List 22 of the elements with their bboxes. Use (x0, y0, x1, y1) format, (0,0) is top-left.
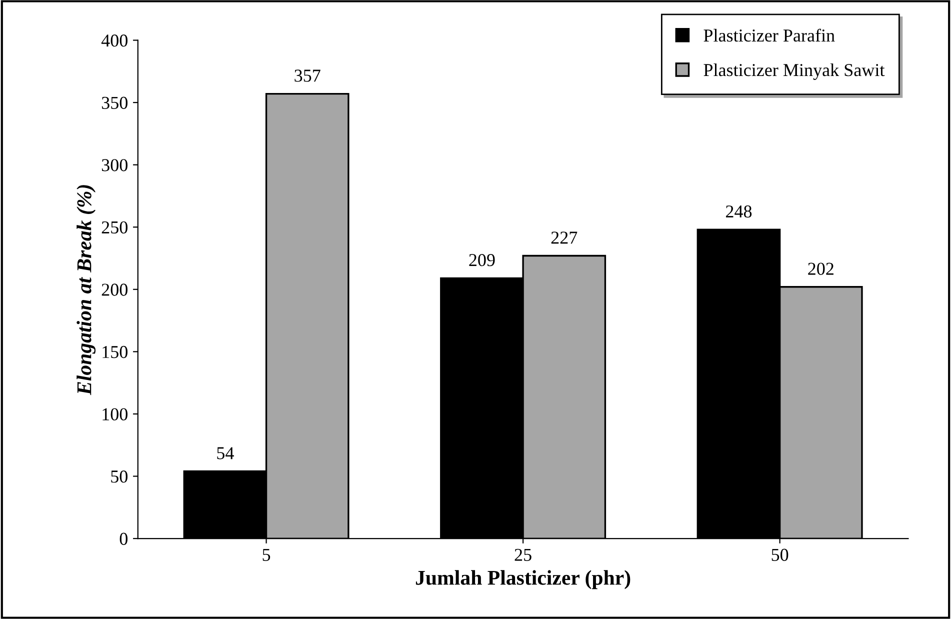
y-tick-label: 100 (102, 408, 128, 420)
y-tick-label: 50 (111, 470, 128, 483)
y-tick-label: 200 (102, 284, 128, 296)
y-tick-label: 0 (120, 532, 128, 545)
data-label: 357 (294, 70, 320, 82)
y-tick-label: 400 (101, 34, 128, 47)
data-label: 227 (551, 232, 578, 244)
y-tick-label: 350 (102, 96, 128, 109)
x-tick-label: 50 (772, 548, 788, 561)
data-label: 209 (469, 254, 495, 266)
data-label: 202 (808, 262, 834, 275)
y-tick-label: 250 (102, 221, 128, 234)
legend-label: Plasticizer Parafin (704, 28, 835, 42)
y-tick-label: 150 (102, 346, 128, 358)
x-tick-label: 5 (262, 548, 270, 561)
legend-label: Plasticizer Minyak Sawit (704, 63, 885, 80)
x-axis-title: Jumlah Plasticizer (phr) (416, 570, 630, 590)
x-tick-label: 25 (514, 548, 532, 561)
data-label: 248 (726, 205, 752, 218)
y-axis-title: Elongation at Break (%) (76, 185, 96, 396)
y-tick-label: 300 (102, 159, 128, 172)
data-label: 54 (217, 447, 234, 460)
